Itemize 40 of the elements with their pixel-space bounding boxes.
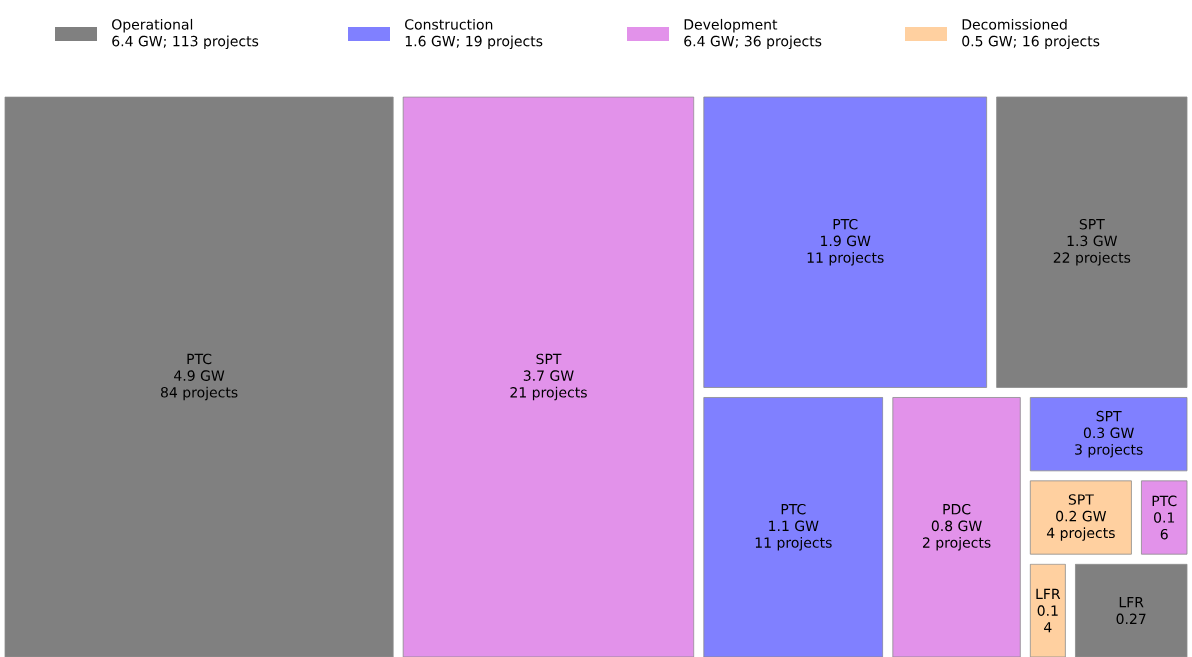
data-label: 0.3 GW: [1083, 427, 1134, 438]
category-label: SPT: [1079, 218, 1105, 230]
category-label: PTC: [833, 218, 858, 230]
category-label: LFR: [1036, 588, 1061, 599]
text: 21 projects: [510, 386, 587, 401]
category-label: PTC: [187, 353, 212, 365]
category-label: LFR: [1119, 596, 1144, 608]
data-label: 0.8 GW: [931, 520, 982, 531]
data-label: 1.1 GW: [769, 520, 819, 531]
text: 3 projects: [1075, 443, 1143, 458]
legend-label: Decomissioned: [962, 18, 1067, 30]
data-label: 1.3 GW: [1067, 235, 1118, 246]
category-label: SPT: [1068, 494, 1094, 505]
data-label: 0.1: [1037, 605, 1058, 616]
data-label: 0.2 GW: [1056, 510, 1107, 522]
text: 6.4 GW; 113 projects: [112, 35, 259, 49]
legend-label: Development: [684, 18, 778, 33]
data-label: 1.9 GW: [821, 235, 871, 246]
data-label: 0.1: [1154, 512, 1175, 523]
data-label: 4.9 GW: [174, 370, 225, 381]
category-label: SPT: [1096, 410, 1122, 422]
text: 4 projects: [1046, 527, 1115, 541]
text: 4: [1044, 621, 1052, 633]
category-label: PDC: [943, 503, 971, 515]
text: 0.5 GW; 16 projects: [962, 35, 1100, 49]
legend-label: Construction: [405, 18, 493, 30]
text: 11 projects: [807, 251, 884, 266]
text: 22 projects: [1053, 251, 1131, 266]
category-label: SPT: [536, 353, 562, 365]
text: 84 projects: [160, 386, 238, 401]
data-label: 3.7 GW: [523, 370, 574, 381]
legend-label: Operational: [112, 18, 193, 33]
text: 6.4 GW; 36 projects: [684, 35, 822, 49]
text: 2 projects: [922, 536, 991, 551]
data-label: 0.27: [1116, 613, 1146, 624]
text: 11 projects: [755, 536, 832, 551]
category-label: PTC: [781, 503, 806, 515]
text: 1.6 GW; 19 projects: [405, 35, 543, 49]
text: 6: [1160, 528, 1168, 540]
category-label: PTC: [1152, 495, 1177, 506]
